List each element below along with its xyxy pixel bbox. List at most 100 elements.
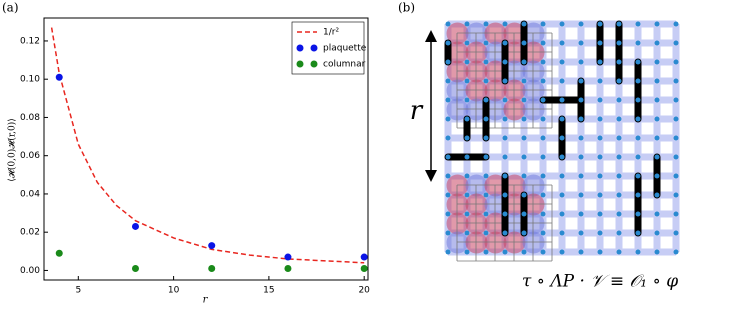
lattice-site bbox=[616, 192, 622, 198]
lattice-site bbox=[559, 59, 565, 65]
lattice-site bbox=[654, 192, 660, 198]
legend-label: plaquette bbox=[323, 44, 367, 54]
y-tick-label: 0.02 bbox=[20, 228, 40, 238]
lattice-site bbox=[654, 249, 660, 255]
lattice-site bbox=[578, 97, 584, 103]
lattice-site bbox=[578, 59, 584, 65]
y-tick-label: 0.00 bbox=[20, 266, 40, 276]
lattice-site bbox=[654, 154, 660, 160]
lattice-site bbox=[635, 249, 641, 255]
lattice-site bbox=[597, 116, 603, 122]
lattice-site bbox=[635, 230, 641, 236]
lattice-site bbox=[673, 59, 679, 65]
legend-box bbox=[291, 21, 365, 75]
arrow-head bbox=[425, 170, 437, 182]
plaquette-circle bbox=[503, 60, 526, 83]
plaquette-circle bbox=[465, 98, 488, 121]
lattice-site bbox=[616, 135, 622, 141]
lattice-site bbox=[464, 230, 470, 236]
lattice-site bbox=[483, 40, 489, 46]
lattice-site bbox=[502, 97, 508, 103]
lattice-site bbox=[521, 135, 527, 141]
lattice-site bbox=[597, 97, 603, 103]
lattice-site bbox=[559, 211, 565, 217]
lattice-site bbox=[597, 154, 603, 160]
lattice-site bbox=[464, 78, 470, 84]
lattice-site bbox=[597, 173, 603, 179]
data-point bbox=[284, 253, 292, 261]
y-tick-label: 0.04 bbox=[20, 189, 40, 199]
legend-swatch bbox=[310, 60, 318, 68]
lattice-site bbox=[673, 154, 679, 160]
lattice-site bbox=[483, 78, 489, 84]
lattice-site bbox=[673, 97, 679, 103]
lattice-site bbox=[464, 59, 470, 65]
lattice-site bbox=[654, 211, 660, 217]
lattice-site bbox=[464, 135, 470, 141]
lattice-site bbox=[616, 249, 622, 255]
data-point bbox=[131, 265, 139, 273]
lattice-site bbox=[559, 97, 565, 103]
lattice-site bbox=[540, 135, 546, 141]
lattice-site bbox=[521, 40, 527, 46]
lattice-site bbox=[597, 135, 603, 141]
lattice-site bbox=[502, 40, 508, 46]
lattice-site bbox=[464, 40, 470, 46]
lattice-site bbox=[540, 173, 546, 179]
plaquette-circle bbox=[446, 212, 469, 235]
lattice-site bbox=[673, 135, 679, 141]
lattice-site bbox=[635, 21, 641, 27]
lattice-site bbox=[616, 78, 622, 84]
lattice-site bbox=[502, 192, 508, 198]
lattice-site bbox=[445, 116, 451, 122]
plaquette-circle bbox=[465, 41, 488, 64]
lattice-site bbox=[483, 154, 489, 160]
lattice-site bbox=[521, 97, 527, 103]
lattice-site bbox=[578, 116, 584, 122]
lattice-site bbox=[540, 154, 546, 160]
data-point bbox=[208, 242, 216, 250]
lattice-site bbox=[445, 40, 451, 46]
lattice-site bbox=[654, 78, 660, 84]
lattice-site bbox=[597, 211, 603, 217]
lattice-site bbox=[464, 192, 470, 198]
lattice-site bbox=[502, 59, 508, 65]
lattice-site bbox=[540, 116, 546, 122]
lattice-site bbox=[635, 211, 641, 217]
x-tick-label: 20 bbox=[358, 286, 370, 296]
lattice-site bbox=[483, 97, 489, 103]
lattice-site bbox=[502, 154, 508, 160]
y-axis-label: ⟨𝓗(0,0)𝓗(r,0)⟩ bbox=[7, 118, 18, 182]
lattice-site bbox=[635, 116, 641, 122]
lattice-site bbox=[673, 211, 679, 217]
lattice-site bbox=[559, 40, 565, 46]
plaquette-circle bbox=[503, 41, 526, 64]
lattice-site bbox=[521, 59, 527, 65]
plaquette-circle bbox=[503, 231, 526, 254]
plaquette-circle bbox=[446, 41, 469, 64]
plaquette-circle bbox=[522, 41, 545, 64]
lattice-site bbox=[540, 78, 546, 84]
lattice-site bbox=[616, 21, 622, 27]
lattice-site bbox=[540, 59, 546, 65]
fit-line bbox=[50, 27, 365, 264]
plaquette-circle bbox=[484, 212, 507, 235]
plaquette-circle bbox=[484, 231, 507, 254]
lattice-site bbox=[483, 230, 489, 236]
lattice-site bbox=[654, 97, 660, 103]
plaquette-circle bbox=[522, 174, 545, 197]
lattice-site bbox=[654, 21, 660, 27]
lattice-site bbox=[521, 116, 527, 122]
lattice-site bbox=[597, 40, 603, 46]
lattice-site bbox=[616, 154, 622, 160]
arrow-head bbox=[425, 30, 437, 42]
lattice-site bbox=[654, 173, 660, 179]
lattice-site bbox=[483, 192, 489, 198]
lattice-site bbox=[616, 59, 622, 65]
lattice-site bbox=[521, 192, 527, 198]
data-point bbox=[55, 73, 63, 81]
lattice-site bbox=[673, 78, 679, 84]
legend-label: columnar bbox=[323, 60, 366, 70]
plaquette-circle bbox=[522, 231, 545, 254]
plaquette-circle bbox=[446, 174, 469, 197]
